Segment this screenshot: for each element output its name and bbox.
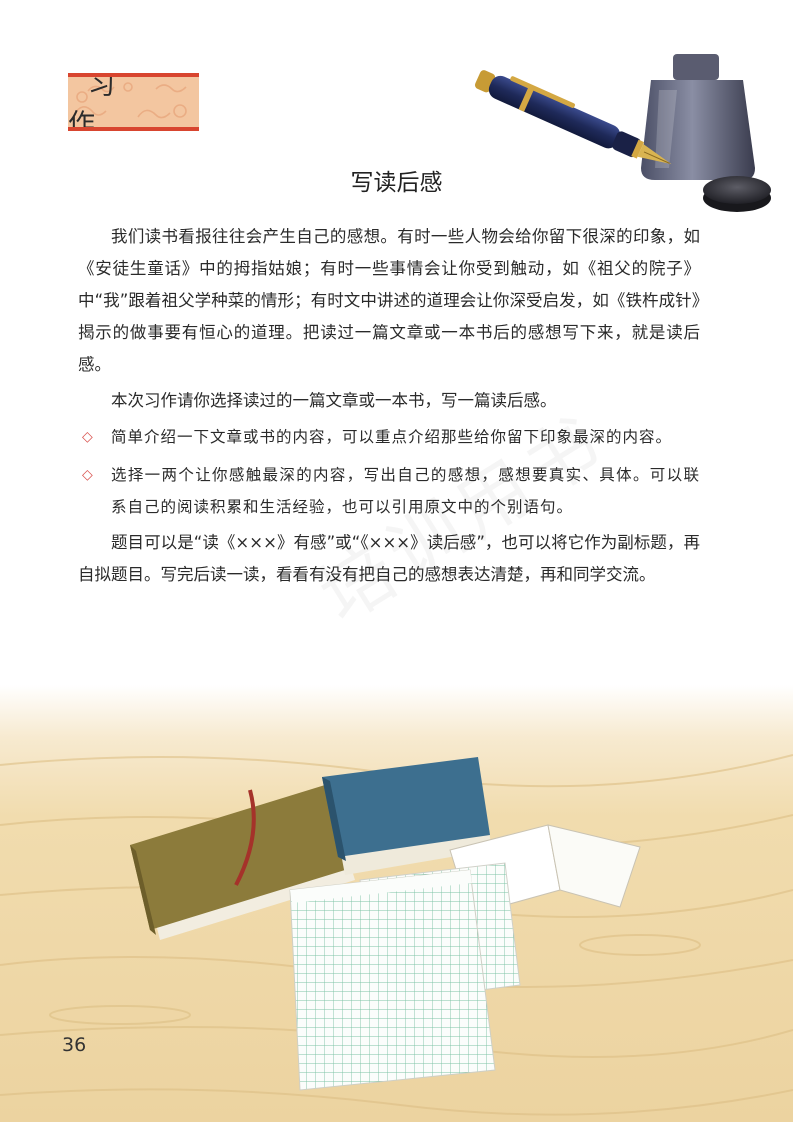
list-item: ◇ 选择一两个让你感触最深的内容，写出自己的感想，感想要真实、具体。可以联系自己… xyxy=(78,459,700,523)
page-number: 36 xyxy=(62,1034,87,1056)
body-text: 我们读书看报往往会产生自己的感想。有时一些人物会给你留下很深的印象，如《安徒生童… xyxy=(78,221,700,591)
pen-and-ink-illustration xyxy=(474,54,771,212)
diamond-bullet-icon: ◇ xyxy=(82,467,94,483)
ink-bottle-icon xyxy=(641,54,755,180)
cloud-pattern-icon xyxy=(73,82,187,119)
page-title: 写读后感 xyxy=(350,170,443,196)
section-badge: 习 作 xyxy=(68,73,199,131)
bottle-cap-icon xyxy=(703,176,771,212)
requirement-list: ◇ 简单介绍一下文章或书的内容，可以重点介绍那些给你留下印象最深的内容。 ◇ 选… xyxy=(78,421,700,523)
diamond-bullet-icon: ◇ xyxy=(82,429,94,445)
bullet-text: 简单介绍一下文章或书的内容，可以重点介绍那些给你留下印象最深的内容。 xyxy=(111,428,673,446)
paragraph-closing: 题目可以是“读《×××》有感”或“《×××》读后感”，也可以将它作为副标题，再自… xyxy=(78,533,700,584)
section-label: 习 作 xyxy=(68,73,135,131)
paragraph-task: 本次习作请你选择读过的一篇文章或一本书，写一篇读后感。 xyxy=(111,391,557,410)
fountain-pen-icon xyxy=(474,70,672,165)
manuscript-paper-icon xyxy=(289,862,521,1091)
olive-book-icon xyxy=(130,785,355,940)
books-on-desk-illustration xyxy=(0,685,793,1122)
paragraph-intro: 我们读书看报往往会产生自己的感想。有时一些人物会给你留下很深的印象，如《安徒生童… xyxy=(78,227,700,374)
list-item: ◇ 简单介绍一下文章或书的内容，可以重点介绍那些给你留下印象最深的内容。 xyxy=(78,421,700,453)
bullet-text: 选择一两个让你感触最深的内容，写出自己的感想，感想要真实、具体。可以联系自己的阅… xyxy=(111,466,700,516)
